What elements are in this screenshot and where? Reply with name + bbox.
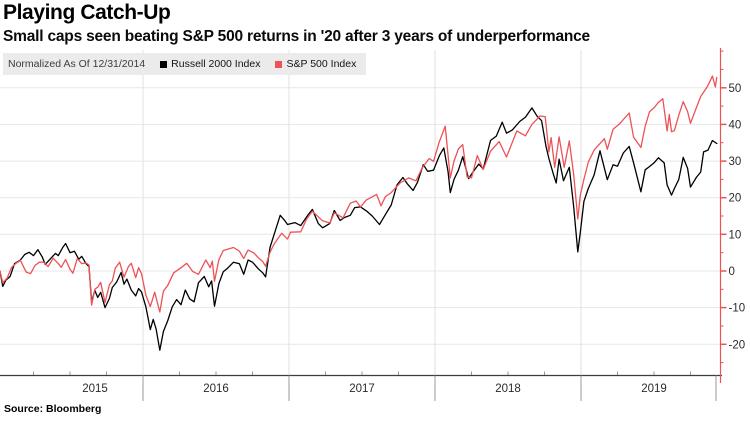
x-axis-label: 2017 bbox=[349, 383, 375, 395]
legend-item-sp500: S&P 500 Index bbox=[275, 58, 356, 70]
y-axis-label: -10 bbox=[729, 303, 746, 315]
legend-label-russell-2000: Russell 2000 Index bbox=[171, 58, 261, 70]
source-credit: Source: Bloomberg bbox=[4, 403, 102, 415]
sp500-line bbox=[0, 75, 718, 313]
legend-label-sp500: S&P 500 Index bbox=[286, 58, 357, 70]
x-axis-label: 2016 bbox=[203, 383, 229, 395]
y-axis-label: 0 bbox=[729, 266, 735, 278]
x-axis-label: 2019 bbox=[641, 383, 667, 395]
y-axis-label: 10 bbox=[729, 229, 742, 241]
russell-2000-swatch-icon bbox=[160, 60, 168, 68]
x-axis-label: 2018 bbox=[495, 383, 521, 395]
y-axis-label: 20 bbox=[729, 193, 742, 205]
y-axis-label: -20 bbox=[729, 339, 746, 351]
chart-legend: Normalized As Of 12/31/2014 Russell 2000… bbox=[3, 53, 367, 75]
y-axis-label: 30 bbox=[729, 156, 742, 168]
sp500-swatch-icon bbox=[275, 60, 283, 68]
y-axis-label: 40 bbox=[729, 119, 742, 131]
x-axis-label: 2015 bbox=[82, 383, 108, 395]
chart-subtitle: Small caps seen beating S&P 500 returns … bbox=[3, 28, 590, 45]
legend-note: Normalized As Of 12/31/2014 bbox=[8, 58, 146, 70]
page-title: Playing Catch-Up bbox=[3, 1, 171, 24]
legend-item-russell-2000: Russell 2000 Index bbox=[160, 58, 260, 70]
y-axis-label: 50 bbox=[729, 83, 742, 95]
